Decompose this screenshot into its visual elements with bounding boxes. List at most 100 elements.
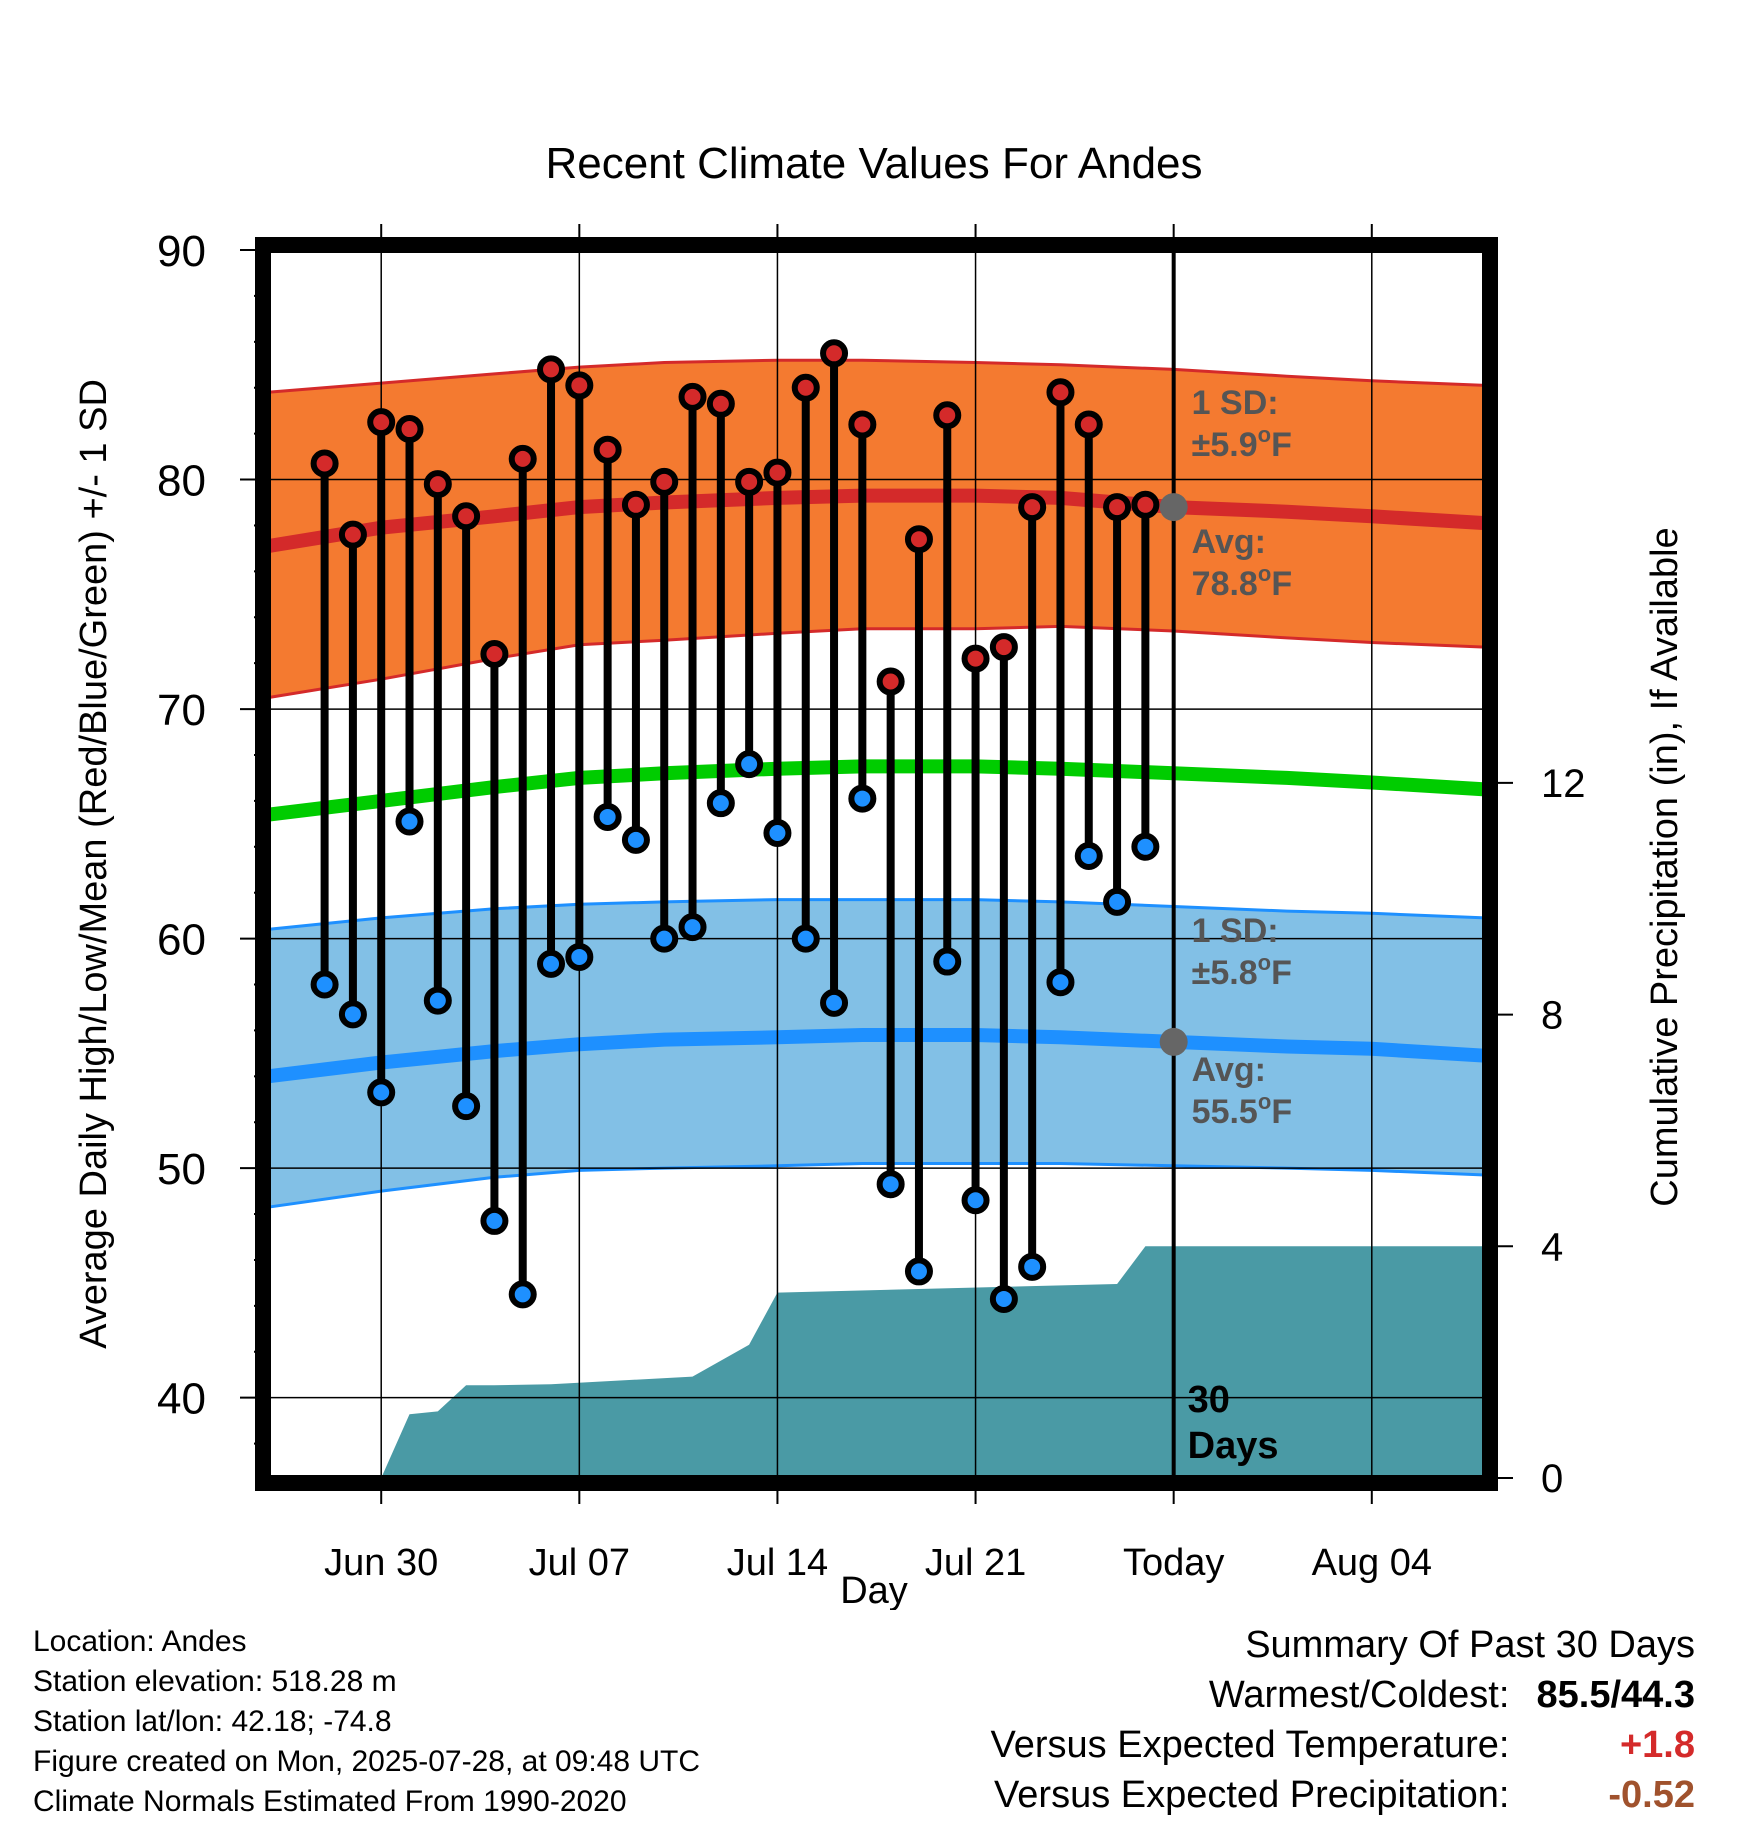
y2-tick-label: 12 xyxy=(1541,762,1586,806)
daily-low-point xyxy=(1131,832,1160,861)
x-tick-label: Jul 14 xyxy=(727,1542,828,1584)
daily-low-point xyxy=(621,825,650,854)
daily-low-point xyxy=(537,949,566,978)
daily-high-point xyxy=(367,408,396,437)
summary-panel: Summary Of Past 30 Days Warmest/Coldest:… xyxy=(991,1620,1695,1820)
daily-low-point xyxy=(735,750,764,779)
high-avg-annotation-line2: 78.8oF xyxy=(1192,561,1292,603)
high-sd-band xyxy=(268,360,1485,698)
daily-low-point xyxy=(1018,1252,1047,1281)
low-avg-annotation-line1: Avg: xyxy=(1192,1051,1266,1089)
station-info: Location: Andes Station elevation: 518.2… xyxy=(33,1622,700,1822)
daily-low-point xyxy=(565,942,594,971)
high-avg-annotation-line1: Avg: xyxy=(1192,523,1266,561)
daily-high-point xyxy=(1131,490,1160,519)
y-tick-label: 90 xyxy=(157,227,206,276)
elevation-text: Station elevation: 518.28 m xyxy=(33,1665,397,1698)
x-tick-label: Today xyxy=(1123,1542,1224,1584)
y-tick-label: 60 xyxy=(157,916,206,965)
daily-low-point xyxy=(989,1284,1018,1313)
summary-warm-cold-row: Warmest/Coldest: 85.5/44.3 xyxy=(991,1670,1695,1720)
daily-high-point xyxy=(735,467,764,496)
high-sd-annotation-line2: ±5.9oF xyxy=(1192,422,1292,464)
daily-high-point xyxy=(1046,378,1075,407)
daily-high-point xyxy=(848,410,877,439)
x-tick-label: Aug 04 xyxy=(1312,1542,1432,1584)
daily-low-point xyxy=(367,1078,396,1107)
low-sd-band xyxy=(268,899,1485,1208)
daily-low-point xyxy=(678,913,707,942)
daily-high-point xyxy=(508,444,537,473)
daily-low-point xyxy=(508,1280,537,1309)
daily-high-point xyxy=(621,490,650,519)
daily-low-point xyxy=(338,1000,367,1029)
temp-label: Versus Expected Temperature: xyxy=(990,1724,1510,1766)
daily-low-point xyxy=(423,986,452,1015)
high-sd-annotation-line1: 1 SD: xyxy=(1192,384,1279,422)
daily-high-point xyxy=(989,633,1018,662)
mean-line xyxy=(267,759,1486,822)
low-avg-annotation-line2: 55.5oF xyxy=(1192,1089,1292,1131)
y2-tick-label: 8 xyxy=(1541,994,1563,1038)
daily-high-point xyxy=(480,639,509,668)
daily-high-point xyxy=(395,415,424,444)
x-tick-label: Jul 07 xyxy=(529,1542,630,1584)
y-axis-label: Average Daily High/Low/Mean (Red/Blue/Gr… xyxy=(73,379,115,1349)
daily-low-point xyxy=(593,802,622,831)
daily-low-point xyxy=(310,970,339,999)
y2-tick-label: 0 xyxy=(1541,1457,1563,1501)
daily-high-point xyxy=(650,467,679,496)
daily-low-point xyxy=(791,924,820,953)
latlon-text: Station lat/lon: 42.18; -74.8 xyxy=(33,1705,392,1738)
precip-label: Versus Expected Precipitation: xyxy=(994,1774,1510,1816)
summary-title: Summary Of Past 30 Days xyxy=(1245,1624,1695,1666)
daily-low-point xyxy=(763,819,792,848)
precipitation-area xyxy=(381,1246,1486,1478)
warm-cold-label: Warmest/Coldest: xyxy=(1208,1674,1510,1716)
plot-frame xyxy=(255,237,1498,1491)
daily-high-point xyxy=(1074,410,1103,439)
daily-high-point xyxy=(820,339,849,368)
daily-high-point xyxy=(423,470,452,499)
summary-temp-row: Versus Expected Temperature: +1.8 xyxy=(991,1720,1695,1770)
daily-high-point xyxy=(593,435,622,464)
daily-high-point xyxy=(876,667,905,696)
y-tick-label: 70 xyxy=(157,686,206,735)
normals-text: Climate Normals Estimated From 1990-2020 xyxy=(33,1785,627,1818)
precip-value: -0.52 xyxy=(1608,1774,1695,1816)
daily-low-point xyxy=(1074,841,1103,870)
daily-high-point xyxy=(565,371,594,400)
today-high-avg-marker xyxy=(1159,493,1188,522)
daily-low-point xyxy=(961,1186,990,1215)
daily-low-point xyxy=(650,924,679,953)
y-tick-label: 40 xyxy=(157,1375,206,1424)
daily-high-point xyxy=(678,382,707,411)
temp-value: +1.8 xyxy=(1619,1724,1695,1766)
summary-precip-row: Versus Expected Precipitation: -0.52 xyxy=(991,1770,1695,1820)
daily-low-point xyxy=(904,1257,933,1286)
daily-high-point xyxy=(791,373,820,402)
daily-low-point xyxy=(395,807,424,836)
created-text: Figure created on Mon, 2025-07-28, at 09… xyxy=(33,1745,701,1778)
daily-low-point xyxy=(820,988,849,1017)
low-sd-annotation-line2: ±5.8oF xyxy=(1192,950,1292,992)
high-band-upper-edge xyxy=(267,358,1486,394)
x-axis-label: Day xyxy=(840,1570,908,1610)
days-label: 30 Days xyxy=(1188,1379,1279,1467)
y-tick-label: 50 xyxy=(157,1145,206,1194)
daily-low-point xyxy=(876,1170,905,1199)
today-low-avg-marker xyxy=(1159,1027,1188,1056)
daily-high-point xyxy=(904,525,933,554)
x-tick-label: Jun 30 xyxy=(324,1542,438,1584)
daily-high-point xyxy=(933,401,962,430)
daily-high-point xyxy=(961,644,990,673)
daily-low-point xyxy=(1103,887,1132,916)
daily-low-point xyxy=(933,947,962,976)
daily-high-point xyxy=(537,355,566,384)
daily-low-point xyxy=(1046,968,1075,997)
y-tick-label: 80 xyxy=(157,457,206,506)
daily-high-point xyxy=(338,520,367,549)
daily-low-point xyxy=(480,1206,509,1235)
y2-axis-label: Cumulative Precipitation (in), If Availa… xyxy=(1644,527,1686,1206)
